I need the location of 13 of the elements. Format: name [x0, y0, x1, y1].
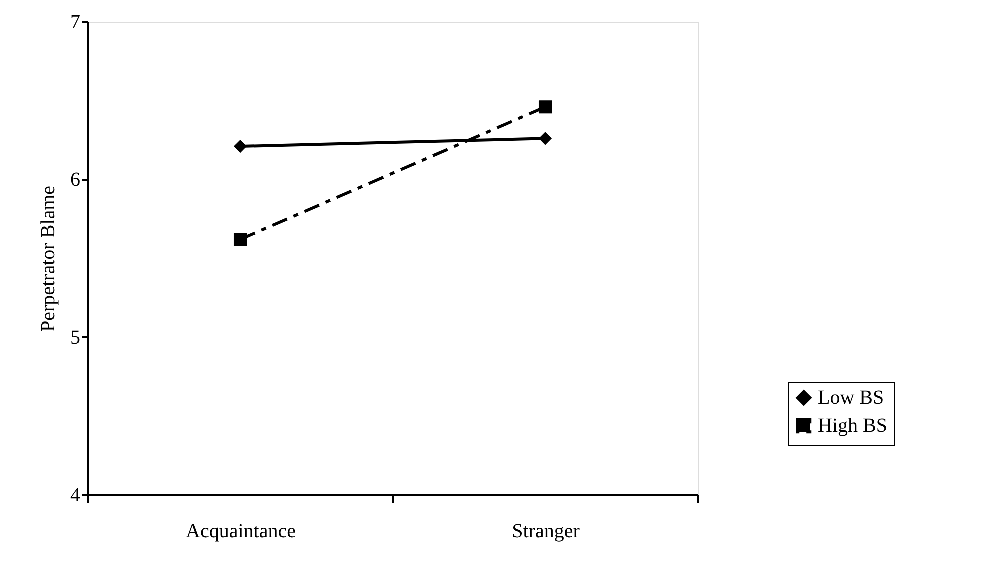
x-tick-label: Stranger [512, 520, 580, 542]
y-tick-label: 4 [70, 484, 80, 506]
y-axis-title: Perpetrator Blame [38, 186, 60, 332]
y-tick-label: 5 [70, 326, 80, 349]
y-tick-label: 7 [70, 12, 80, 34]
y-tick-label: 6 [70, 169, 80, 192]
legend-label: Low BS [818, 387, 884, 409]
x-tick-label: Acquaintance [186, 520, 296, 542]
legend-label: High BS [818, 415, 888, 437]
point [538, 100, 552, 114]
point [234, 140, 248, 154]
point [234, 233, 248, 246]
point [538, 132, 552, 146]
